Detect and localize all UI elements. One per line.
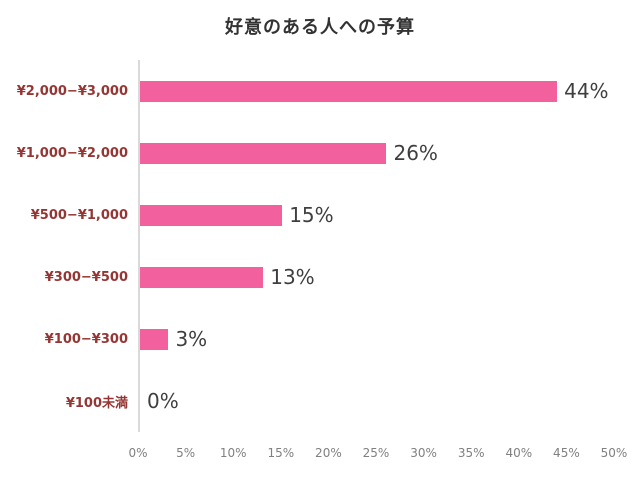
x-tick-label: 0%	[128, 446, 148, 460]
category-axis: ¥2,000−¥3,000 ¥1,000−¥2,000 ¥500−¥1,000 ¥30…	[8, 60, 138, 468]
category-label: ¥300−¥500	[44, 269, 128, 285]
bar-row: 0%	[140, 370, 614, 432]
bar-row: 15%	[140, 184, 614, 246]
chart-body: ¥2,000−¥3,000 ¥1,000−¥2,000 ¥500−¥1,000 ¥30…	[8, 60, 627, 468]
x-tick-label: 15%	[267, 446, 295, 460]
bar-value-label: 15%	[289, 203, 334, 227]
bar-value-label: 13%	[270, 265, 315, 289]
category-label: ¥100未満	[65, 395, 128, 411]
bar-value-label: 3%	[175, 327, 208, 351]
category-label: ¥2,000−¥3,000	[16, 83, 128, 99]
x-axis: 0% 5% 10% 15% 20% 25% 30% 35% 40% 45% 50%	[128, 432, 627, 468]
bar-value-label: 26%	[393, 141, 438, 165]
x-tick-label: 50%	[600, 446, 628, 460]
bar	[140, 142, 387, 164]
bar	[140, 80, 558, 102]
x-tick-label: 45%	[553, 446, 580, 460]
bar-value-label: 44%	[564, 79, 609, 103]
bar-row: 26%	[140, 122, 614, 184]
x-tick-label: 35%	[457, 446, 485, 460]
x-tick-label: 30%	[410, 446, 437, 460]
x-tick-label: 20%	[315, 446, 342, 460]
category-label: ¥100−¥300	[44, 331, 128, 347]
bar	[140, 328, 169, 350]
bar-row: 3%	[140, 308, 614, 370]
bar-value-label: 0%	[147, 389, 179, 413]
chart-title: 好意のある人への予算	[225, 17, 415, 38]
category-label: ¥1,000−¥2,000	[16, 145, 128, 161]
bar	[140, 266, 264, 288]
plot-area: 44% 26% 15% 13% 3% 0% 0% 5% 10% 15% 20% 25% 30% 35% 4…	[128, 60, 627, 468]
x-tick-label: 40%	[505, 446, 533, 460]
x-tick-label: 10%	[219, 446, 247, 460]
bar-rows: 44% 26% 15% 13% 3% 0%	[138, 60, 614, 432]
category-label: ¥500−¥1,000	[30, 207, 128, 223]
x-tick-label: 25%	[362, 446, 390, 460]
x-tick-label: 5%	[176, 446, 196, 460]
bar-row: 44%	[140, 60, 614, 122]
bar	[140, 204, 283, 226]
bar-row: 13%	[140, 246, 614, 308]
